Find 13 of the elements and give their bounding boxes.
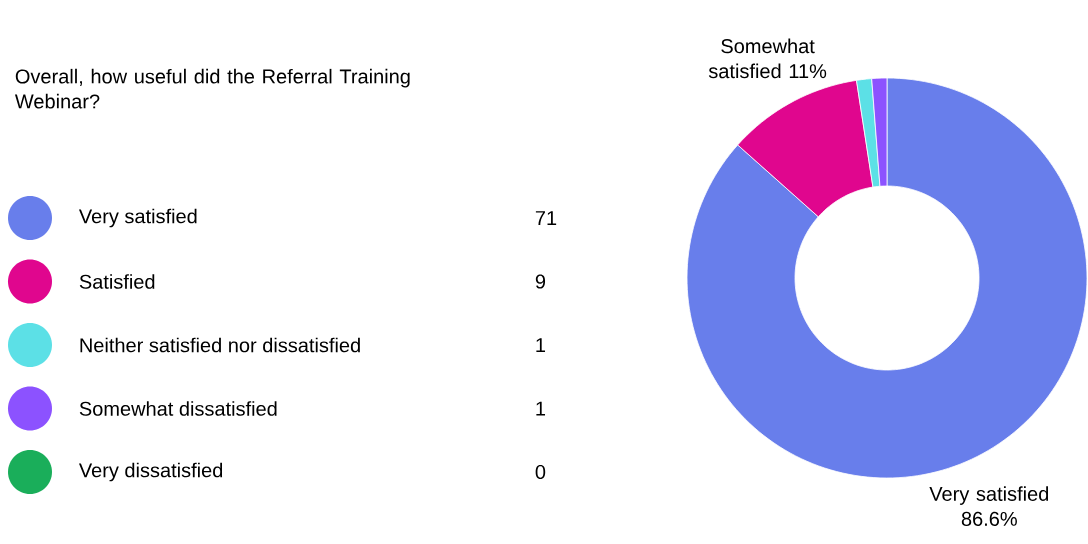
text: Very satisfied 86.6%	[929, 486, 1049, 526]
data-label: 9	[535, 274, 546, 289]
legend-label: Neither satisfied nor dissatisfied	[80, 337, 360, 353]
data-label: 1	[536, 338, 546, 352]
legend-label: Satisfied	[79, 274, 155, 289]
legend-label: Very dissatisfied	[78, 462, 223, 482]
data-label: 1	[536, 401, 546, 416]
text: Somewhat satisfied 11%	[708, 38, 827, 79]
data-label: 71	[535, 211, 557, 225]
chart-title: Overall, how useful did the Referral Training Webinar?	[14, 68, 410, 109]
legend-label: Somewhat dissatisfied	[79, 401, 277, 416]
legend-label: Very satisfied	[78, 208, 197, 228]
text: 0	[535, 464, 546, 480]
